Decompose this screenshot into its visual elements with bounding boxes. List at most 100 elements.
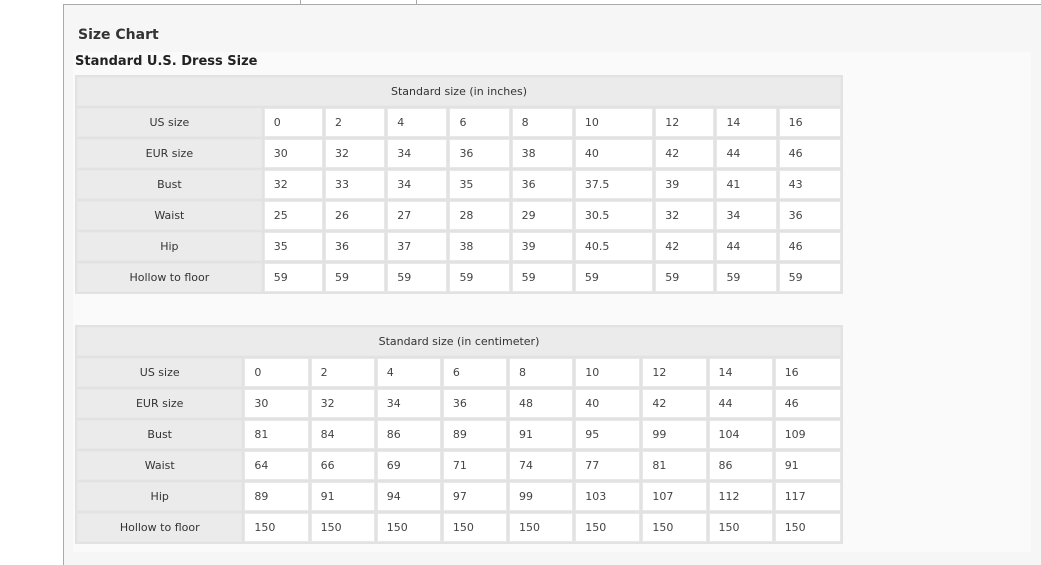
table-cell: 59 (778, 263, 841, 292)
table-cell: 103 (575, 482, 641, 511)
table-cell: 0 (244, 358, 309, 387)
size-table-inches: Standard size (in inches) US size 0 2 4 6 8 10 1… (75, 75, 843, 294)
table-cell: 4 (387, 108, 448, 137)
table-cell: 59 (449, 263, 510, 292)
table-cell: 36 (778, 201, 841, 230)
row-label: Hip (77, 482, 243, 511)
table-cell: 91 (509, 420, 574, 449)
table-cell: 46 (774, 389, 841, 418)
table-row: EUR size 30 32 34 36 38 40 42 44 46 (77, 139, 841, 168)
table-cell: 37 (387, 232, 448, 261)
table-cell: 32 (324, 139, 386, 168)
table-header-row: Standard size (in inches) (77, 77, 841, 106)
table-cell: 38 (511, 139, 573, 168)
table-cell: 150 (442, 513, 508, 542)
page-title: Size Chart (78, 27, 159, 43)
table-cell: 35 (263, 232, 323, 261)
table-cell: 4 (376, 358, 441, 387)
table-cell: 59 (511, 263, 573, 292)
table-cell: 46 (778, 232, 841, 261)
row-label: Bust (77, 420, 243, 449)
table-cell: 86 (376, 420, 441, 449)
table-cell: 84 (310, 420, 375, 449)
table-cell: 42 (655, 232, 715, 261)
table-cell: 12 (655, 108, 715, 137)
table-caption: Standard size (in inches) (77, 77, 841, 106)
table-row: Hip 35 36 37 38 39 40.5 42 44 46 (77, 232, 841, 261)
table-cell: 36 (449, 139, 510, 168)
table-cell: 14 (716, 108, 777, 137)
table-row: US size 0 2 4 6 8 10 12 14 16 (77, 108, 841, 137)
table-cell: 71 (442, 451, 508, 480)
size-table-centimeter: Standard size (in centimeter) US size 0 2 4 6… (75, 325, 843, 544)
row-label: Waist (77, 201, 262, 230)
table-cell: 107 (642, 482, 707, 511)
table-cell: 28 (449, 201, 510, 230)
table-cell: 59 (263, 263, 323, 292)
table-cell: 36 (511, 170, 573, 199)
table-cell: 42 (642, 389, 707, 418)
table-cell: 2 (324, 108, 386, 137)
table-cell: 64 (244, 451, 309, 480)
table-row: Bust 81 84 86 89 91 95 99 104 109 (77, 420, 841, 449)
table-cell: 99 (509, 482, 574, 511)
table-cell: 40 (575, 389, 641, 418)
row-label: Waist (77, 451, 243, 480)
table-cell: 34 (376, 389, 441, 418)
row-label: US size (77, 358, 243, 387)
table-cell: 33 (324, 170, 386, 199)
table-cell: 34 (387, 170, 448, 199)
table-cell: 12 (642, 358, 707, 387)
table-cell: 44 (716, 232, 777, 261)
row-label: Bust (77, 170, 262, 199)
table-cell: 34 (716, 201, 777, 230)
table-cell: 89 (244, 482, 309, 511)
tab[interactable] (300, 0, 417, 5)
table-cell: 69 (376, 451, 441, 480)
table-cell: 36 (324, 232, 386, 261)
table-row: Hip 89 91 94 97 99 103 107 112 117 (77, 482, 841, 511)
table-row: Waist 25 26 27 28 29 30.5 32 34 36 (77, 201, 841, 230)
table-cell: 32 (310, 389, 375, 418)
table-cell: 40 (574, 139, 654, 168)
table-cell: 46 (778, 139, 841, 168)
table-cell: 10 (574, 108, 654, 137)
table-cell: 86 (708, 451, 773, 480)
table-cell: 30 (244, 389, 309, 418)
table-cell: 95 (575, 420, 641, 449)
table-cell: 36 (442, 389, 508, 418)
table-row: Hollow to floor 59 59 59 59 59 59 59 59 59 (77, 263, 841, 292)
table-cell: 25 (263, 201, 323, 230)
table-cell: 59 (655, 263, 715, 292)
table-cell: 59 (324, 263, 386, 292)
section-title: Standard U.S. Dress Size (75, 54, 258, 69)
table-cell: 6 (442, 358, 508, 387)
table-cell: 38 (449, 232, 510, 261)
table-cell: 91 (774, 451, 841, 480)
table-row: Hollow to floor 150 150 150 150 150 150 150 150 1… (77, 513, 841, 542)
table-cell: 16 (778, 108, 841, 137)
row-label: Hip (77, 232, 262, 261)
table-cell: 29 (511, 201, 573, 230)
table-cell: 16 (774, 358, 841, 387)
table-cell: 40.5 (574, 232, 654, 261)
table-cell: 8 (511, 108, 573, 137)
table-cell: 150 (642, 513, 707, 542)
table-cell: 39 (511, 232, 573, 261)
table-cell: 10 (575, 358, 641, 387)
table-cell: 89 (442, 420, 508, 449)
table-cell: 97 (442, 482, 508, 511)
row-label: US size (77, 108, 262, 137)
row-label: Hollow to floor (77, 263, 262, 292)
table-cell: 150 (575, 513, 641, 542)
table-cell: 43 (778, 170, 841, 199)
table-cell: 66 (310, 451, 375, 480)
table-cell: 150 (244, 513, 309, 542)
table-cell: 104 (708, 420, 773, 449)
table-cell: 117 (774, 482, 841, 511)
table-cell: 59 (387, 263, 448, 292)
table-cell: 27 (387, 201, 448, 230)
table-cell: 59 (716, 263, 777, 292)
table-cell: 150 (376, 513, 441, 542)
row-label: EUR size (77, 139, 262, 168)
